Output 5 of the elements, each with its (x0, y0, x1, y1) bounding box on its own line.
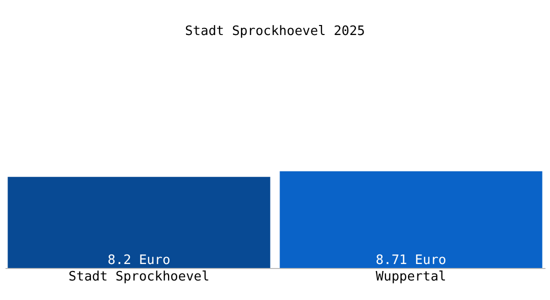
x-tick-label: Wuppertal (376, 270, 446, 284)
data-label: 8.2 Euro (108, 253, 170, 268)
x-tick-label: Stadt Sprockhoevel (68, 270, 210, 284)
chart-title: Stadt Sprockhoevel 2025 (184, 24, 366, 39)
data-label: 8.71 Euro (376, 253, 446, 268)
